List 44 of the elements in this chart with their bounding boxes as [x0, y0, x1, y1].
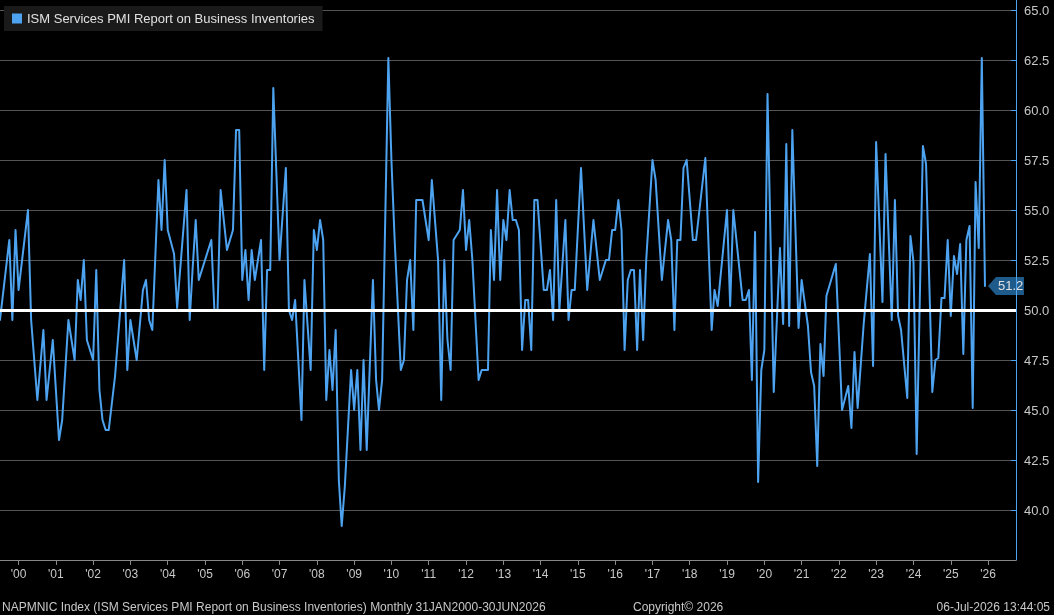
y-tick-label: 47.5 [1024, 352, 1050, 368]
x-tick-label: '16 [607, 567, 624, 581]
x-tick-label: '10 [383, 567, 400, 581]
y-tick-label: 60.0 [1024, 102, 1050, 118]
x-tick-label: '11 [421, 567, 437, 581]
x-tick-label: '08 [309, 567, 326, 581]
y-tick-label: 45.0 [1024, 402, 1050, 418]
x-tick-label: '23 [868, 567, 885, 581]
x-tick-label: '02 [85, 567, 102, 581]
x-tick-label: '04 [159, 567, 176, 581]
y-tick-label: 42.5 [1024, 452, 1050, 468]
x-tick-label: '24 [905, 567, 922, 581]
x-tick-label: '07 [271, 567, 288, 581]
annotation: 51.2 [997, 278, 1024, 293]
text: Copyright© 2026 [633, 600, 724, 614]
text: NAPMNIC Index (ISM Services PMI Report on Business Inventories) Monthly 31JAN2000-30JUN2026 [2, 600, 546, 614]
x-tick-label: '19 [719, 567, 736, 581]
y-tick-label: 50.0 [1024, 302, 1050, 318]
y-tick-label: 62.5 [1024, 52, 1050, 68]
x-tick-label: '18 [681, 567, 698, 581]
x-tick-label: '01 [48, 567, 64, 581]
legend-label: ISM Services PMI Report on Business Inventories [27, 11, 316, 26]
x-tick-label: '13 [495, 567, 512, 581]
y-tick-label: 65.0 [1024, 2, 1050, 18]
y-tick-label: 40.0 [1024, 502, 1050, 518]
x-tick-label: '22 [831, 567, 848, 581]
x-tick-label: '09 [346, 567, 363, 581]
y-tick-label: 52.5 [1024, 252, 1050, 268]
x-tick-label: '15 [570, 567, 586, 581]
x-tick-label: '06 [234, 567, 251, 581]
line-series [0, 57, 986, 527]
x-tick-label: '25 [942, 567, 959, 581]
x-tick-label: '17 [644, 567, 661, 581]
y-tick-label: 55.0 [1024, 202, 1050, 218]
x-tick-label: '03 [122, 567, 139, 581]
text: 06-Jul-2026 13:44:05 [936, 600, 1051, 614]
x-tick-label: '21 [793, 567, 810, 581]
x-tick-label: '14 [532, 567, 549, 581]
x-tick-label: '26 [980, 567, 997, 581]
x-tick-label: '20 [756, 567, 773, 581]
x-tick-label: '00 [10, 567, 27, 581]
x-tick-label: '12 [458, 567, 475, 581]
y-tick-label: 57.5 [1024, 152, 1050, 168]
x-tick-label: '05 [197, 567, 214, 581]
